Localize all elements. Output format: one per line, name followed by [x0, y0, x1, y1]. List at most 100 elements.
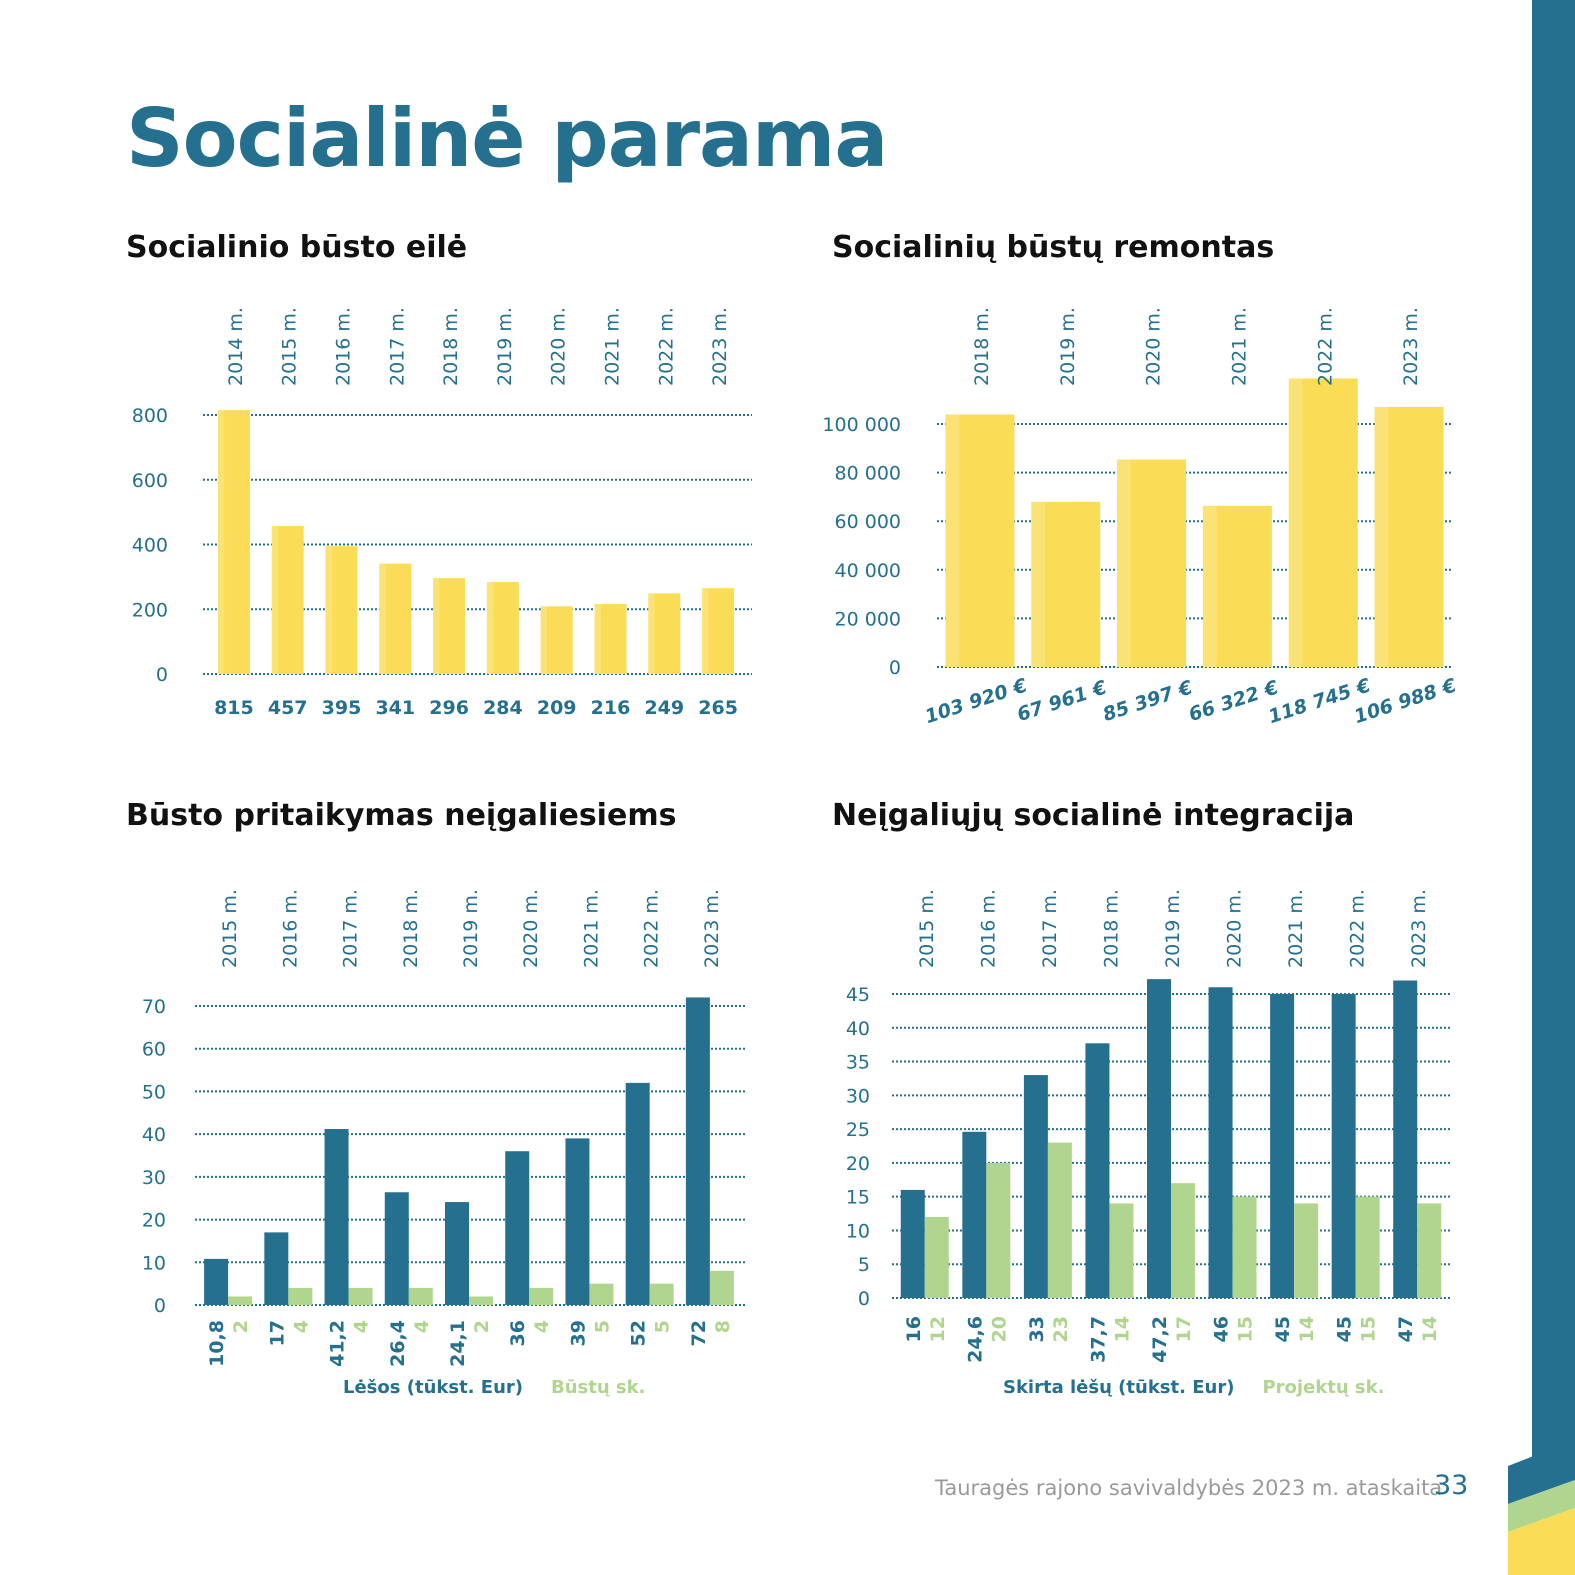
bar [1374, 407, 1444, 667]
bar-highlight [379, 563, 386, 674]
bar-series-1 [625, 1082, 650, 1305]
x-category-label: 2023 m. [1408, 889, 1430, 968]
x-category-label: 2022 m. [641, 889, 663, 968]
bar-value-label-series-2: 8 [712, 1320, 734, 1333]
y-tick-label: 20 000 [835, 608, 901, 630]
y-tick-label: 10 [846, 1220, 870, 1242]
bar-series-1 [962, 1131, 987, 1298]
bar-value-label: 284 [483, 697, 523, 719]
bar-series-2 [1232, 1196, 1257, 1298]
legend-integration: Skirta lėšų (tūkst. Eur) Projektų sk. [1003, 1377, 1412, 1398]
bar-series-2 [228, 1296, 253, 1305]
bar-highlight [702, 588, 709, 674]
bar [540, 606, 573, 674]
bar-series-2 [924, 1216, 949, 1298]
x-category-label: 2015 m. [279, 307, 301, 386]
bar-series-1 [505, 1151, 530, 1305]
bar-value-label-series-2: 14 [1111, 1316, 1133, 1342]
x-category-label: 2020 m. [520, 889, 542, 968]
bar-series-2 [288, 1287, 313, 1305]
bar [1288, 378, 1358, 667]
bar-value-label: 341 [375, 697, 415, 719]
x-category-label: 2019 m. [1162, 889, 1184, 968]
bar [1031, 501, 1101, 667]
bar-value-label-series-1: 39 [567, 1320, 589, 1346]
x-category-label: 2015 m. [916, 889, 938, 968]
legend-adaptation: Lėšos (tūkst. Eur) Būstų sk. [343, 1377, 673, 1398]
bar [271, 526, 304, 674]
bar-highlight [945, 414, 960, 667]
bar-series-2 [589, 1283, 614, 1305]
y-tick-label: 15 [846, 1187, 870, 1209]
bar-series-1 [1331, 994, 1356, 1298]
bar-series-1 [204, 1258, 229, 1305]
y-tick-label: 60 [142, 1039, 166, 1061]
bar-value-label-series-1: 33 [1026, 1316, 1048, 1342]
legend-item-allocated: Skirta lėšų (tūkst. Eur) [1003, 1377, 1235, 1398]
page-title: Socialinė parama [126, 92, 888, 185]
y-tick-label: 20 [846, 1153, 870, 1175]
y-tick-label: 30 [846, 1085, 870, 1107]
bar-value-label: 85 397 € [1100, 676, 1196, 726]
bar [325, 546, 358, 674]
y-tick-label: 0 [889, 657, 901, 679]
bar-series-1 [685, 997, 710, 1305]
x-category-label: 2016 m. [977, 889, 999, 968]
x-category-label: 2023 m. [709, 307, 731, 386]
legend-item-funds: Lėšos (tūkst. Eur) [343, 1377, 523, 1398]
y-tick-label: 600 [132, 470, 168, 492]
chart-title-adaptation: Būsto pritaikymas neįgaliesiems [126, 798, 677, 833]
bar-value-label-series-2: 15 [1358, 1316, 1380, 1342]
bar-series-2 [1047, 1142, 1072, 1298]
y-tick-label: 100 000 [822, 414, 901, 436]
legend-item-homes: Būstų sk. [551, 1377, 646, 1398]
bar-series-2 [1171, 1183, 1195, 1298]
bar-highlight [1117, 459, 1131, 667]
x-category-label: 2019 m. [1057, 307, 1079, 386]
x-category-label: 2021 m. [602, 307, 624, 386]
bar-value-label-series-1: 24,1 [447, 1320, 469, 1367]
bar-value-label-series-2: 20 [988, 1316, 1010, 1342]
y-tick-label: 70 [142, 996, 166, 1018]
bar-value-label-series-2: 15 [1235, 1316, 1257, 1342]
bar-value-label: 249 [644, 697, 684, 719]
chart-repair: 0 20 000 40 000 60 000 80 000 100 000 2018 m. 1… [822, 307, 1459, 728]
y-tick-label: 40 000 [835, 560, 901, 582]
chart-integration: 0 5 10 15 20 25 30 35 40 45 2015 m. 16 12 2016 m. 24,6… [846, 889, 1452, 1363]
bar-series-1 [1270, 994, 1295, 1298]
bar-value-label: 103 920 € [922, 674, 1030, 728]
bar-value-label-series-1: 46 [1211, 1316, 1233, 1342]
bar-series-2 [1294, 1203, 1319, 1298]
bar-value-label-series-2: 4 [351, 1320, 373, 1333]
bar-series-1 [1393, 980, 1418, 1298]
bar-value-label-series-2: 14 [1296, 1316, 1318, 1342]
bar [1117, 459, 1187, 667]
bar-value-label: 216 [591, 697, 631, 719]
footer-report-title: Tauragės rajono savivaldybės 2023 m. ata… [935, 1476, 1443, 1500]
bar-value-label-series-2: 23 [1050, 1316, 1072, 1342]
bar [433, 578, 466, 674]
y-tick-label: 200 [132, 599, 168, 621]
bar-highlight [1374, 407, 1389, 667]
bar-series-1 [324, 1129, 349, 1305]
y-tick-label: 80 000 [835, 463, 901, 485]
x-category-label: 2023 m. [701, 889, 723, 968]
y-tick-label: 50 [142, 1081, 166, 1103]
bar-value-label: 66 322 € [1186, 676, 1282, 726]
x-category-label: 2018 m. [1100, 889, 1122, 968]
bar-value-label: 395 [322, 697, 362, 719]
chart-title-integration: Neįgaliųjų socialinė integracija [832, 798, 1355, 833]
bar-value-label-series-2: 17 [1173, 1316, 1195, 1342]
bar-series-1 [900, 1189, 925, 1298]
bar-highlight [1031, 501, 1046, 667]
x-category-label: 2021 m. [580, 889, 602, 968]
bar-value-label-series-2: 12 [927, 1316, 949, 1342]
page-number: 33 [1434, 1470, 1469, 1501]
bar-value-label-series-1: 36 [507, 1320, 529, 1346]
bar-highlight [540, 606, 548, 674]
bar-value-label-series-1: 41,2 [327, 1320, 349, 1367]
bar-value-label-series-2: 2 [471, 1320, 493, 1333]
bar-value-label-series-1: 17 [266, 1320, 288, 1346]
bar-value-label-series-1: 72 [688, 1320, 710, 1346]
